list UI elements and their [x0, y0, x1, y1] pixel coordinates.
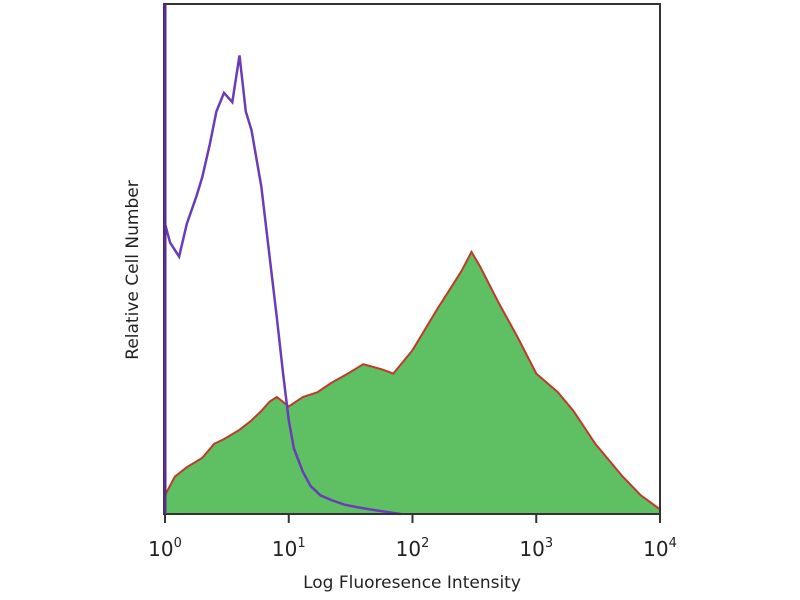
plot-area — [163, 55, 661, 516]
series-0-outline — [164, 249, 661, 511]
x-axis-ticks: 100 101 102 103 104 — [148, 514, 677, 561]
x-tick-label-3: 103 — [519, 536, 553, 561]
x-axis-label: Log Fluoresence Intensity — [303, 573, 521, 593]
series-1-line — [163, 55, 401, 516]
series-0-area — [165, 251, 660, 514]
x-tick-label-4: 104 — [643, 536, 677, 561]
x-tick-label-1: 101 — [272, 536, 306, 561]
x-tick-label-0: 100 — [148, 536, 182, 561]
x-tick-label-2: 102 — [396, 536, 430, 561]
y-axis-label: Relative Cell Number — [123, 180, 143, 359]
